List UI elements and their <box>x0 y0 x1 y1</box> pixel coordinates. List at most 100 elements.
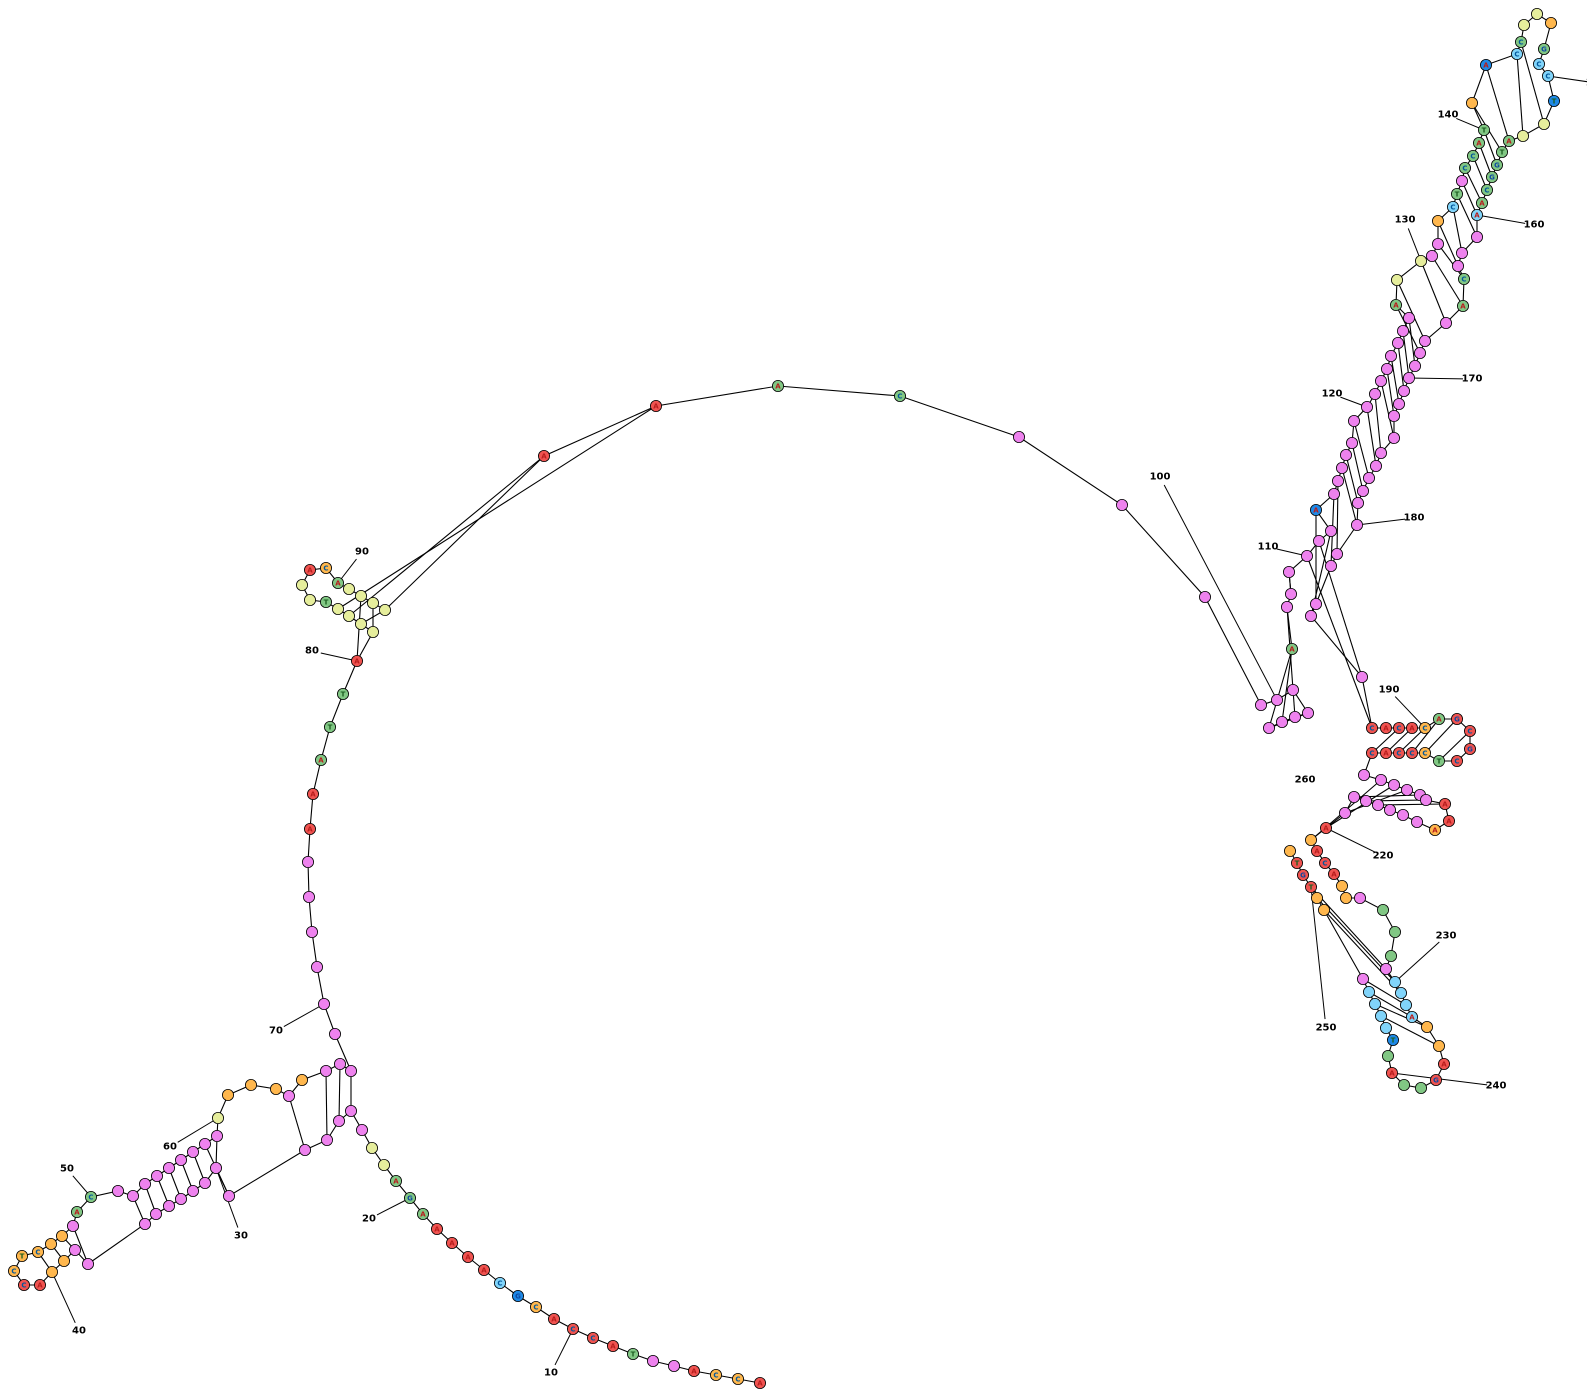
nucleotide-circle <box>1013 430 1026 443</box>
backbone-layer <box>13 13 1555 1384</box>
nucleotide-circle <box>1311 892 1324 905</box>
nucleotide-letter: A <box>610 1343 616 1351</box>
nucleotide-letter: A <box>318 757 324 765</box>
nucleotide-circle <box>1336 880 1349 893</box>
nucleotide-circle <box>1318 904 1331 917</box>
nucleotide <box>319 1065 332 1078</box>
nucleotide <box>1452 259 1465 272</box>
nucleotide: T <box>1548 95 1561 108</box>
nucleotide-circle <box>1328 868 1341 881</box>
nucleotide-letter: A <box>1383 750 1389 758</box>
nucleotide-letter: A <box>393 1178 399 1186</box>
nucleotide-circle <box>1533 58 1546 71</box>
base-pair-line <box>1424 718 1458 754</box>
nucleotide-circle <box>328 1028 341 1041</box>
nucleotide: A <box>477 1264 490 1277</box>
nucleotide <box>1310 598 1323 611</box>
nucleotide <box>302 891 315 904</box>
nucleotide: T <box>1496 145 1509 158</box>
base-pair-line <box>1461 180 1478 216</box>
nucleotide <box>162 1200 175 1213</box>
nucleotide-circle <box>1369 387 1382 400</box>
base-pair-line <box>1420 260 1447 324</box>
nucleotide-circle <box>1471 230 1484 243</box>
nucleotide-letter: C <box>11 1268 16 1276</box>
nucleotide-circle <box>647 1355 660 1368</box>
nucleotide <box>1531 7 1544 20</box>
nucleotide-circle <box>1452 259 1465 272</box>
nucleotide-letter: A <box>307 567 313 575</box>
nucleotide-letter: T <box>1482 127 1487 135</box>
nucleotide-letter: C <box>735 1376 740 1384</box>
nucleotide: A <box>1286 643 1299 656</box>
nucleotide-letter: C <box>21 1282 26 1290</box>
nucleotide <box>1348 414 1361 427</box>
base-pair-line <box>1396 279 1426 342</box>
nucleotide-letter: A <box>1314 848 1320 856</box>
nucleotide-circle <box>354 590 367 603</box>
nucleotide <box>1357 973 1370 986</box>
nucleotide-circle <box>1388 431 1401 444</box>
nucleotide: A <box>1406 722 1419 735</box>
base-pair-line <box>338 1063 341 1122</box>
nucleotide <box>1466 97 1479 110</box>
position-tick <box>554 1328 574 1366</box>
nucleotide-circle <box>1491 158 1504 171</box>
base-pair-line <box>288 1095 306 1151</box>
nucleotide-circle <box>222 1190 235 1203</box>
nucleotide-circle <box>174 1154 187 1167</box>
nucleotide-circle <box>71 1206 84 1219</box>
nucleotide <box>69 1244 82 1257</box>
nucleotide-letter: C <box>1462 165 1467 173</box>
nucleotide-circle <box>1380 963 1393 976</box>
nucleotide-circle <box>1375 446 1388 459</box>
position-label-110: 110 <box>1258 542 1279 553</box>
position-label-130: 130 <box>1395 215 1416 226</box>
nucleotide: C <box>1511 48 1524 61</box>
nucleotide-circle <box>378 604 391 617</box>
nucleotide <box>1381 362 1394 375</box>
position-label-170: 170 <box>1462 374 1483 385</box>
nucleotide <box>1414 346 1427 359</box>
nucleotide: A <box>548 1313 561 1326</box>
nucleotide <box>1517 129 1530 142</box>
nucleotide-circle <box>1430 1074 1443 1087</box>
nucleotide <box>1340 892 1353 905</box>
nucleotide-letter: A <box>1442 801 1448 809</box>
nucleotide: A <box>1438 1058 1451 1071</box>
nucleotide-circle <box>1419 334 1432 347</box>
nucleotide-letter: T <box>1500 149 1505 157</box>
nucleotide-letter: A <box>775 383 781 391</box>
base-pair-line <box>1318 540 1363 678</box>
nucleotide <box>282 1090 295 1103</box>
nucleotide-circle <box>1361 400 1374 413</box>
nucleotide: C <box>1542 70 1555 83</box>
nucleotide-circle <box>1370 459 1383 472</box>
nucleotide <box>1346 436 1359 449</box>
nucleotide: A <box>1443 815 1456 828</box>
nucleotide <box>162 1162 175 1175</box>
nucleotide-circle <box>305 926 318 939</box>
base-pair-line <box>1472 155 1488 191</box>
nucleotide <box>295 1074 308 1087</box>
nucleotide-circle <box>1397 809 1410 822</box>
nucleotide <box>1380 1022 1393 1035</box>
nucleotide-circle <box>58 1255 71 1268</box>
nucleotide-circle <box>1409 359 1422 372</box>
nucleotide <box>1336 461 1349 474</box>
nucleotide <box>1397 809 1410 822</box>
nucleotide-letter: A <box>757 1380 763 1388</box>
nucleotide-circle <box>587 1332 600 1345</box>
nucleotide-circle <box>1336 461 1349 474</box>
nucleotide-circle <box>221 1089 234 1102</box>
nucleotide-circle <box>377 1159 390 1172</box>
nucleotide: C <box>567 1323 580 1336</box>
nucleotide-circle <box>149 1208 162 1221</box>
nucleotide-circle <box>461 1251 474 1264</box>
nucleotide-circle <box>1281 601 1294 614</box>
nucleotide-circle <box>1496 145 1509 158</box>
nucleotide <box>1361 400 1374 413</box>
nucleotide-letter: C <box>1545 73 1550 81</box>
nucleotide-circle <box>1467 149 1480 162</box>
nucleotide-circle <box>320 1134 333 1147</box>
